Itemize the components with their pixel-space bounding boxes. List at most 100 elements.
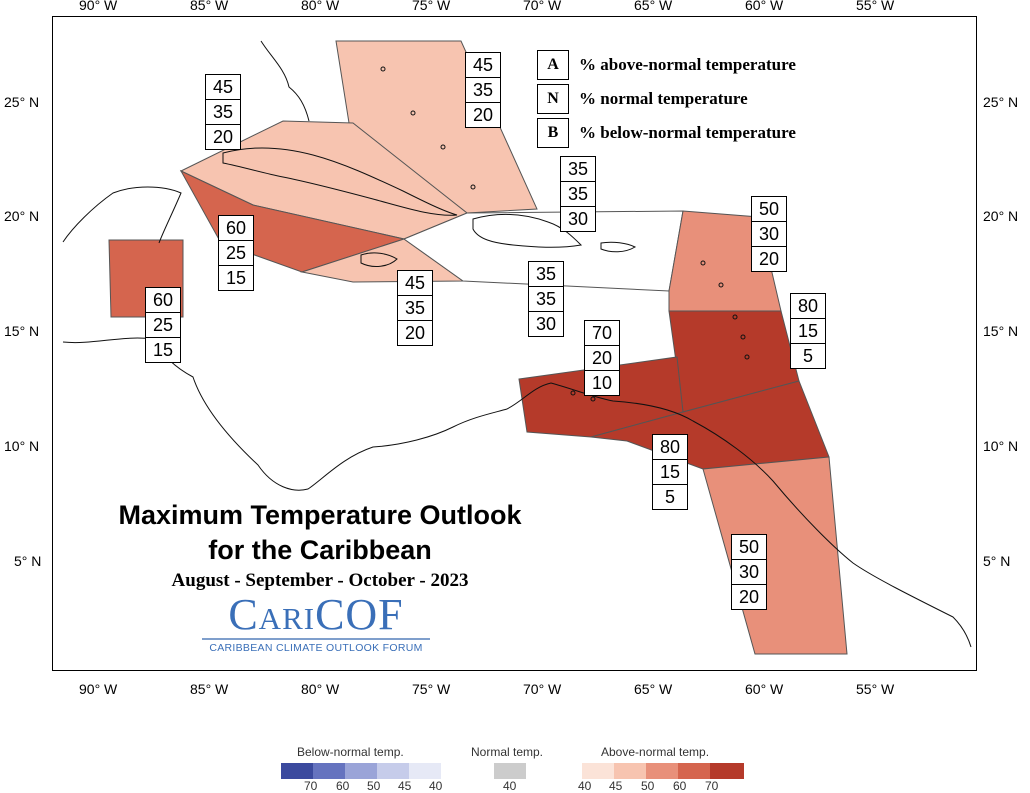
lon-label: 70° W bbox=[523, 681, 562, 697]
prob-normal: 35 bbox=[561, 182, 595, 207]
prob-above: 70 bbox=[585, 321, 619, 346]
island-marker bbox=[718, 282, 724, 288]
prob-above: 35 bbox=[529, 262, 563, 287]
prob-below: 20 bbox=[758, 249, 780, 269]
prob-below: 30 bbox=[535, 314, 557, 334]
prob-normal: 25 bbox=[146, 313, 180, 338]
map-title: Maximum Temperature Outlook bbox=[118, 500, 522, 530]
map-period: August - September - October - 2023 bbox=[171, 570, 469, 591]
prob-normal: 35 bbox=[529, 287, 563, 312]
legend-text-normal: % normal temperature bbox=[579, 89, 748, 108]
colorbar-tick: 50 bbox=[641, 779, 655, 793]
prob-normal: 30 bbox=[732, 560, 766, 585]
prob-stack-trinidad: 80 15 5 bbox=[652, 434, 688, 510]
prob-above: 45 bbox=[206, 75, 240, 100]
prob-stack-hispaniola-south: 35 35 30 bbox=[528, 261, 564, 337]
island-marker bbox=[380, 66, 386, 72]
colorbar-swatch bbox=[313, 763, 345, 779]
prob-above: 50 bbox=[752, 197, 786, 222]
lat-label: 25° N bbox=[983, 94, 1019, 110]
legend-text-below: % below-normal temperature bbox=[579, 123, 796, 142]
prob-normal: 35 bbox=[398, 296, 432, 321]
lon-label: 75° W bbox=[412, 0, 451, 13]
colorbar-tick: 60 bbox=[673, 779, 687, 793]
colorbar-tick: 40 bbox=[503, 779, 517, 793]
prob-below: 20 bbox=[404, 323, 426, 343]
colorbar-above-title: Above-normal temp. bbox=[601, 745, 710, 759]
lon-label: 55° W bbox=[856, 0, 895, 13]
lon-label: 85° W bbox=[190, 681, 229, 697]
island-marker bbox=[470, 184, 476, 190]
island-marker bbox=[740, 334, 746, 340]
legend-key-normal: N bbox=[537, 84, 569, 114]
prob-below: 20 bbox=[472, 105, 494, 125]
coastline-jamaica bbox=[360, 252, 398, 267]
prob-normal: 20 bbox=[585, 346, 619, 371]
legend-row-below: B % below-normal temperature bbox=[537, 116, 796, 150]
colorbar-swatch bbox=[281, 763, 313, 779]
lat-label: 20° N bbox=[983, 208, 1019, 224]
legend-row-normal: N % normal temperature bbox=[537, 82, 796, 116]
prob-above: 80 bbox=[791, 294, 825, 319]
island-marker bbox=[590, 396, 596, 402]
prob-stack-cayman: 60 25 15 bbox=[218, 215, 254, 291]
prob-below: 20 bbox=[212, 127, 234, 147]
coastline-hispaniola bbox=[472, 213, 583, 248]
colorbar-normal-title: Normal temp. bbox=[471, 745, 544, 759]
prob-below: 5 bbox=[802, 346, 813, 366]
lat-label: 15° N bbox=[983, 323, 1019, 339]
lon-label: 90° W bbox=[79, 0, 118, 13]
prob-normal: 30 bbox=[752, 222, 786, 247]
lat-label: 25° N bbox=[4, 94, 40, 110]
lon-label: 90° W bbox=[79, 681, 118, 697]
lon-label: 60° W bbox=[745, 0, 784, 13]
lat-label: 5° N bbox=[983, 553, 1011, 569]
prob-above: 80 bbox=[653, 435, 687, 460]
legend-key-above: A bbox=[537, 50, 569, 80]
colorbar-tick: 50 bbox=[367, 779, 381, 793]
colorbar-tick: 40 bbox=[578, 779, 592, 793]
lon-label: 65° W bbox=[634, 0, 673, 13]
legend-key-below: B bbox=[537, 118, 569, 148]
prob-normal: 15 bbox=[791, 319, 825, 344]
prob-normal: 15 bbox=[653, 460, 687, 485]
lon-label: 75° W bbox=[412, 681, 451, 697]
prob-below: 15 bbox=[225, 268, 247, 288]
prob-normal: 35 bbox=[466, 78, 500, 103]
lat-label: 10° N bbox=[983, 438, 1019, 454]
lat-label: 10° N bbox=[4, 438, 40, 454]
lon-label: 80° W bbox=[301, 0, 340, 13]
colorbar-swatch bbox=[678, 763, 710, 779]
island-marker bbox=[570, 390, 576, 396]
prob-stack-jamaica: 45 35 20 bbox=[397, 270, 433, 346]
lat-label: 20° N bbox=[4, 208, 40, 224]
prob-below: 15 bbox=[152, 340, 174, 360]
island-marker bbox=[700, 260, 706, 266]
colorbar-swatch bbox=[409, 763, 441, 779]
prob-stack-windward: 80 15 5 bbox=[790, 293, 826, 369]
coastline-central-america bbox=[62, 337, 508, 491]
coastline-puerto-rico bbox=[600, 241, 637, 253]
legend: A % above-normal temperature N % normal … bbox=[537, 48, 796, 150]
colorbar-tick: 45 bbox=[398, 779, 412, 793]
prob-stack-bahamas: 45 35 20 bbox=[465, 52, 501, 128]
lat-label: 5° N bbox=[14, 553, 42, 569]
prob-above: 35 bbox=[561, 157, 595, 182]
prob-below: 30 bbox=[567, 209, 589, 229]
colorbar-swatch bbox=[377, 763, 409, 779]
prob-above: 60 bbox=[146, 288, 180, 313]
prob-stack-abc: 70 20 10 bbox=[584, 320, 620, 396]
colorbar-swatch bbox=[614, 763, 646, 779]
legend-text-above: % above-normal temperature bbox=[579, 55, 796, 74]
colorbar-swatch bbox=[710, 763, 744, 779]
coastline-cuba bbox=[222, 147, 458, 216]
coastline-florida bbox=[260, 40, 310, 122]
island-marker bbox=[410, 110, 416, 116]
colorbar-below-title: Below-normal temp. bbox=[297, 745, 404, 759]
coastline-south-america bbox=[506, 382, 972, 648]
colorbar-tick: 60 bbox=[336, 779, 350, 793]
logo-rule bbox=[202, 638, 430, 640]
colorbar-tick: 70 bbox=[304, 779, 318, 793]
colorbar-swatch bbox=[582, 763, 614, 779]
lat-label: 15° N bbox=[4, 323, 40, 339]
